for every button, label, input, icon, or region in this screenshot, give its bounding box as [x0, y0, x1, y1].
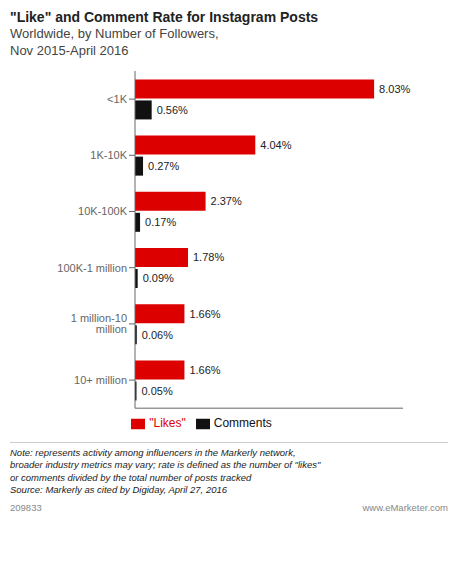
- html-text:"Likes": "Likes": [149, 416, 186, 431]
- svg-text:10+ million: 10+ million: [74, 374, 127, 386]
- svg-text:8.03%: 8.03%: [379, 83, 410, 95]
- svg-text:4.04%: 4.04%: [260, 139, 291, 151]
- svg-text:1.78%: 1.78%: [193, 251, 224, 263]
- svg-text:2.37%: 2.37%: [211, 195, 242, 207]
- html-text:Comments: Comments: [213, 416, 272, 431]
- svg-text:0.05%: 0.05%: [141, 385, 172, 397]
- svg-text:0.17%: 0.17%: [145, 216, 176, 228]
- html-text:"Like" and Comment Rate for In: "Like" and Comment Rate for Instagram Po…: [10, 9, 319, 25]
- svg-text:100K-1 million: 100K-1 million: [57, 262, 127, 274]
- svg-text:<1K: <1K: [107, 93, 128, 105]
- html-text:Note: represents activity amon: Note: represents activity among influenc…: [10, 447, 321, 495]
- svg-text:0.56%: 0.56%: [157, 104, 188, 116]
- html-text:Worldwide, by Number of Follow: Worldwide, by Number of Followers, Nov 2…: [10, 26, 219, 59]
- svg-text:1.66%: 1.66%: [189, 308, 220, 320]
- svg-text:0.06%: 0.06%: [142, 329, 173, 341]
- html-text:209833: 209833: [10, 502, 42, 514]
- svg-text:0.27%: 0.27%: [148, 160, 179, 172]
- svg-text:1K-10K: 1K-10K: [90, 149, 127, 161]
- svg-text:10K-100K: 10K-100K: [78, 205, 128, 217]
- html-text:www.eMarketer.com: www.eMarketer.com: [362, 502, 448, 514]
- svg-text:0.09%: 0.09%: [143, 272, 174, 284]
- svg-text:1.66%: 1.66%: [189, 364, 220, 376]
- svg-text:1 million-10million: 1 million-10million: [71, 312, 127, 335]
